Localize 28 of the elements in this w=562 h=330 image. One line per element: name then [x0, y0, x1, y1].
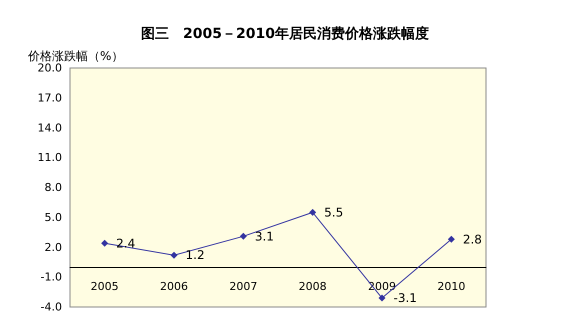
y-tick-label: -4.0: [40, 300, 62, 314]
y-tick-label: 5.0: [44, 210, 62, 224]
x-tick-label: 2005: [90, 280, 119, 293]
y-tick-label: 11.0: [38, 151, 62, 164]
x-tick-label: 2006: [160, 280, 188, 293]
y-tick-label: 20.0: [38, 62, 62, 74]
x-tick-label: 2008: [298, 280, 327, 293]
data-label: 1.2: [186, 248, 205, 262]
point: [170, 252, 178, 259]
data-label: 2.8: [462, 232, 482, 246]
y-tick-label: 17.0: [38, 91, 62, 104]
point: [240, 232, 247, 240]
point: [378, 294, 386, 302]
y-tick-label: -1.0: [40, 270, 62, 284]
chart-title: 图三 2005－2010年居民消费价格涨跌幅度: [141, 25, 429, 42]
y-tick-label: 14.0: [38, 121, 62, 134]
point: [448, 236, 455, 243]
y-axis-title: 价格涨跌幅（%）: [27, 49, 124, 63]
point: [101, 240, 108, 247]
data-label: 3.1: [254, 229, 274, 244]
data-label: 2.4: [116, 236, 136, 250]
data-label: -3.1: [394, 291, 417, 306]
data-label: 5.5: [324, 205, 344, 220]
x-tick-label: 2010: [437, 280, 466, 293]
x-tick-label: 2007: [229, 280, 258, 293]
y-tick-label: 8.0: [44, 181, 62, 194]
point: [309, 208, 316, 216]
y-tick-label: 2.0: [44, 240, 62, 254]
